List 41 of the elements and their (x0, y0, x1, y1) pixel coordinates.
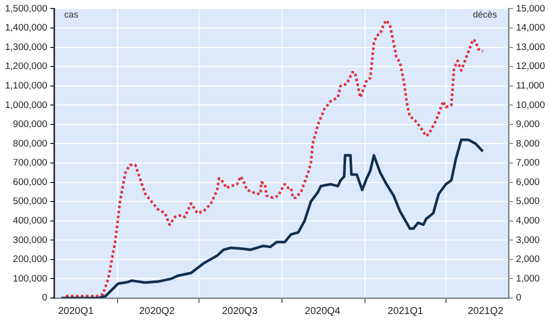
y2-tick-label: 0 (516, 292, 522, 304)
y2-axis-title: décès (472, 10, 498, 20)
y2-tick-label: 12,000 (516, 61, 546, 72)
y-tick-label: 900,000 (12, 119, 48, 130)
y2-tick-label: 2,000 (516, 254, 540, 266)
y2-tick-label: 1,000 (516, 273, 540, 284)
y-tick-label: 1,400,000 (4, 22, 48, 34)
y-tick-label: 600,000 (12, 176, 48, 188)
y-tick-label: 0 (42, 292, 48, 304)
y2-tick-label: 9,000 (516, 119, 540, 130)
y2-tick-label: 10,000 (516, 100, 546, 111)
x-tick-label: 2020Q2 (139, 306, 176, 317)
y2-tick-label: 4,000 (516, 215, 540, 226)
y2-tick-label: 11,000 (516, 80, 544, 92)
y-tick-label: 400,000 (12, 215, 48, 226)
y2-tick-label: 7,000 (516, 158, 540, 169)
y-tick-label: 700,000 (12, 158, 48, 169)
y-tick-label: 1,200,000 (4, 61, 48, 72)
y2-tick-label: 8,000 (516, 138, 540, 150)
y-tick-label: 1,000,000 (4, 100, 48, 111)
y2-tick-label: 13,000 (516, 42, 546, 53)
y2-tick-label: 3,000 (516, 234, 540, 246)
x-tick-label: 2021Q1 (388, 306, 424, 317)
y-tick-label: 1,300,000 (4, 42, 48, 53)
y-tick-label: 800,000 (12, 138, 48, 150)
y2-tick-label: 15,000 (516, 3, 546, 14)
y-tick-label: 200,000 (12, 254, 48, 266)
y-tick-label: 1,100,000 (4, 80, 48, 92)
x-tick-label: 2020Q1 (58, 306, 94, 317)
y-axis-title: cas (64, 10, 79, 20)
y2-tick-label: 14,000 (516, 22, 546, 34)
x-tick-label: 2021Q2 (468, 306, 504, 317)
y2-tick-label: 6,000 (516, 176, 540, 188)
x-tick-label: 2020Q3 (222, 306, 258, 317)
y-tick-label: 500,000 (12, 196, 48, 208)
x-tick-label: 2020Q4 (304, 306, 341, 317)
y-tick-label: 300,000 (12, 234, 48, 246)
y-tick-label: 100,000 (12, 273, 48, 284)
y-tick-label: 1,500,000 (4, 3, 48, 14)
line-series (64, 18, 484, 298)
y2-tick-label: 5,000 (516, 196, 540, 208)
